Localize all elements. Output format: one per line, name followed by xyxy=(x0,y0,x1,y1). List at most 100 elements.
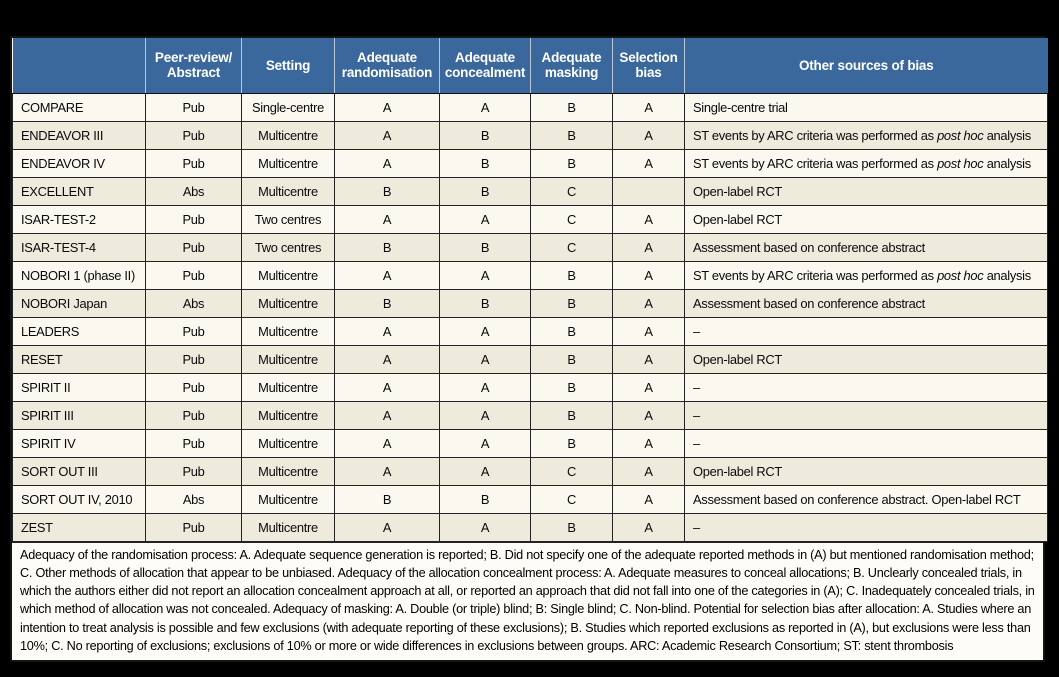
masking-grade-cell: B xyxy=(530,316,613,346)
study-cell: LEADERS xyxy=(12,316,146,346)
other-bias-cell: Open-label RCT xyxy=(684,176,1048,206)
peer-review-cell: Pub xyxy=(145,120,242,150)
randomisation-grade-cell: A xyxy=(334,120,440,150)
selection-bias-grade-cell: A xyxy=(612,372,685,402)
setting-cell: Multicentre xyxy=(241,316,335,346)
setting-cell: Two centres xyxy=(241,232,335,262)
concealment-grade-cell: A xyxy=(439,456,531,486)
masking-grade-cell: C xyxy=(530,484,613,514)
study-cell: ENDEAVOR IV xyxy=(12,148,146,178)
study-cell: SPIRIT III xyxy=(12,400,146,430)
setting-cell: Two centres xyxy=(241,204,335,234)
setting-cell: Multicentre xyxy=(241,400,335,430)
randomisation-grade-cell: A xyxy=(334,204,440,234)
table-footnote: Adequacy of the randomisation process: A… xyxy=(12,541,1043,661)
randomisation-grade-cell: A xyxy=(334,260,440,290)
selection-bias-grade-cell: A xyxy=(612,148,685,178)
masking-grade-cell: B xyxy=(530,148,613,178)
selection-bias-grade-cell xyxy=(612,176,685,206)
peer-review-cell: Pub xyxy=(145,372,242,402)
randomisation-grade-cell: A xyxy=(334,92,440,122)
table-row: ISAR-TEST-2 Pub Two centres A A C A Open-label … xyxy=(12,204,1048,234)
col-header-setting: Setting xyxy=(241,38,335,94)
selection-bias-grade-cell: A xyxy=(612,260,685,290)
table-row: COMPARE Pub Single-centre A A B A Single-centre… xyxy=(12,92,1048,122)
masking-grade-cell: C xyxy=(530,176,613,206)
table-row: ZEST Pub Multicentre A A B A – xyxy=(12,512,1048,542)
concealment-grade-cell: A xyxy=(439,260,531,290)
concealment-grade-cell: A xyxy=(439,372,531,402)
col-header-other-sources-of-bias: Other sources of bias xyxy=(684,38,1048,94)
table-row: SPIRIT II Pub Multicentre A A B A – xyxy=(12,372,1048,402)
selection-bias-grade-cell: A xyxy=(612,512,685,542)
study-cell: RESET xyxy=(12,344,146,374)
concealment-grade-cell: A xyxy=(439,344,531,374)
concealment-grade-cell: B xyxy=(439,232,531,262)
header-row: Peer-review/ Abstract Setting Adequate ran… xyxy=(12,38,1048,94)
col-header-peer-review-abstract: Peer-review/ Abstract xyxy=(145,38,242,94)
selection-bias-grade-cell: A xyxy=(612,204,685,234)
randomisation-grade-cell: B xyxy=(334,232,440,262)
randomisation-grade-cell: A xyxy=(334,316,440,346)
randomisation-grade-cell: A xyxy=(334,400,440,430)
setting-cell: Single-centre xyxy=(241,92,335,122)
study-cell: ZEST xyxy=(12,512,146,542)
masking-grade-cell: B xyxy=(530,428,613,458)
concealment-grade-cell: B xyxy=(439,148,531,178)
study-cell: ENDEAVOR III xyxy=(12,120,146,150)
peer-review-cell: Abs xyxy=(145,288,242,318)
randomisation-grade-cell: B xyxy=(334,288,440,318)
study-cell: ISAR-TEST-2 xyxy=(12,204,146,234)
peer-review-cell: Pub xyxy=(145,344,242,374)
table-row: SORT OUT III Pub Multicentre A A C A Open-label… xyxy=(12,456,1048,486)
table-row: ENDEAVOR III Pub Multicentre A B B A ST events … xyxy=(12,120,1048,150)
concealment-grade-cell: A xyxy=(439,316,531,346)
masking-grade-cell: B xyxy=(530,400,613,430)
masking-grade-cell: B xyxy=(530,92,613,122)
table-row: SPIRIT III Pub Multicentre A A B A – xyxy=(12,400,1048,430)
concealment-grade-cell: A xyxy=(439,92,531,122)
other-bias-cell: Assessment based on conference abstract xyxy=(684,232,1048,262)
setting-cell: Multicentre xyxy=(241,484,335,514)
setting-cell: Multicentre xyxy=(241,120,335,150)
setting-cell: Multicentre xyxy=(241,344,335,374)
setting-cell: Multicentre xyxy=(241,372,335,402)
randomisation-grade-cell: A xyxy=(334,428,440,458)
randomisation-grade-cell: B xyxy=(334,176,440,206)
other-bias-cell: Assessment based on conference abstract xyxy=(684,288,1048,318)
study-cell: SORT OUT IV, 2010 xyxy=(12,484,146,514)
table-body: COMPARE Pub Single-centre A A B A Single-centre… xyxy=(12,92,1048,542)
masking-grade-cell: B xyxy=(530,120,613,150)
table-row: LEADERS Pub Multicentre A A B A – xyxy=(12,316,1048,346)
col-header-adequate-randomisation: Adequate randomisation xyxy=(334,38,440,94)
setting-cell: Multicentre xyxy=(241,176,335,206)
concealment-grade-cell: B xyxy=(439,176,531,206)
peer-review-cell: Pub xyxy=(145,456,242,486)
other-bias-cell: – xyxy=(684,372,1048,402)
masking-grade-cell: B xyxy=(530,372,613,402)
peer-review-cell: Pub xyxy=(145,316,242,346)
other-bias-cell: Open-label RCT xyxy=(684,204,1048,234)
peer-review-cell: Pub xyxy=(145,232,242,262)
concealment-grade-cell: A xyxy=(439,400,531,430)
other-bias-cell: Open-label RCT xyxy=(684,344,1048,374)
table-row: ENDEAVOR IV Pub Multicentre A B B A ST events b… xyxy=(12,148,1048,178)
masking-grade-cell: C xyxy=(530,456,613,486)
setting-cell: Multicentre xyxy=(241,288,335,318)
randomisation-grade-cell: A xyxy=(334,512,440,542)
masking-grade-cell: C xyxy=(530,204,613,234)
peer-review-cell: Pub xyxy=(145,92,242,122)
concealment-grade-cell: A xyxy=(439,512,531,542)
study-cell: SORT OUT III xyxy=(12,456,146,486)
table-row: SPIRIT IV Pub Multicentre A A B A – xyxy=(12,428,1048,458)
study-cell: NOBORI 1 (phase II) xyxy=(12,260,146,290)
table-row: ISAR-TEST-4 Pub Two centres B B C A Assessment … xyxy=(12,232,1048,262)
masking-grade-cell: C xyxy=(530,232,613,262)
selection-bias-grade-cell: A xyxy=(612,92,685,122)
table-row: RESET Pub Multicentre A A B A Open-label RCT xyxy=(12,344,1048,374)
study-cell: EXCELLENT xyxy=(12,176,146,206)
concealment-grade-cell: B xyxy=(439,120,531,150)
other-bias-cell: ST events by ARC criteria was performed … xyxy=(684,148,1048,178)
randomisation-grade-cell: B xyxy=(334,484,440,514)
masking-grade-cell: B xyxy=(530,512,613,542)
